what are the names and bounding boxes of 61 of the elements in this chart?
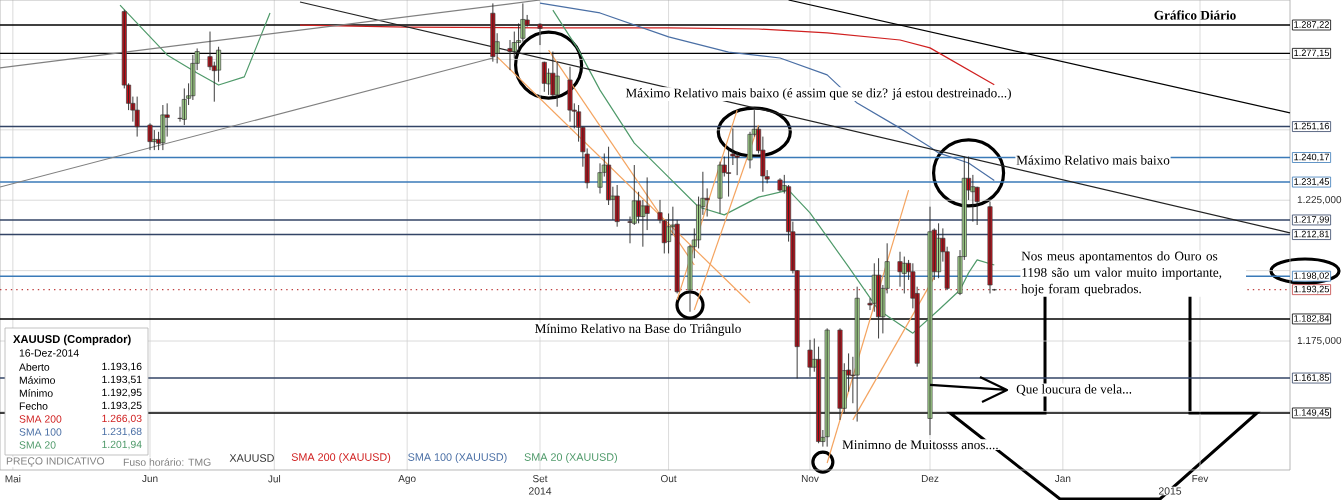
- text: SMA 200 (XAUUSD): [291, 452, 391, 464]
- text: 2014: [528, 487, 552, 495]
- ref-line-label: 1.149,45: [1294, 409, 1330, 417]
- candlestick: [824, 327, 830, 448]
- ref-line-label: 1.161,85: [1294, 374, 1330, 382]
- annotation: XAUUSD (Comprador): [13, 334, 131, 346]
- annotation: SMA 20: [19, 441, 56, 449]
- x-tick-label: Ago: [398, 475, 416, 485]
- ref-line-label: 1.240,17: [1294, 153, 1329, 162]
- x-tick-label: Out: [660, 475, 677, 483]
- text: SMA 20 (XAUUSD): [524, 452, 617, 464]
- candlestick: [134, 96, 140, 138]
- annotation: Que loucura de vela...: [1016, 384, 1132, 396]
- x-tick-label: Set: [532, 475, 548, 483]
- annotation: 1.193,25: [102, 401, 142, 411]
- annotation: SMA 100: [19, 428, 62, 436]
- annotation: Mínimo: [19, 389, 53, 397]
- annotation: 1.193,51: [102, 375, 142, 385]
- ref-line-label: 1.212,81: [1294, 230, 1329, 239]
- y-tick-label: 1.175,000: [1297, 336, 1342, 346]
- text: Gráfico Diário: [1154, 10, 1236, 20]
- text: XAUUSD: [229, 454, 274, 462]
- x-tick-label: Jun: [142, 475, 158, 483]
- candlestick: [614, 184, 620, 228]
- line-series: [299, 24, 995, 86]
- annotation: PREÇO INDICATIVO: [6, 457, 105, 467]
- annotation: Máximo Relativo mais baixo (é assim que se diz? já estou destreinado...): [625, 88, 1011, 101]
- x-tick-label: Mai: [5, 475, 21, 483]
- ref-line-label: 1.198,02: [1294, 272, 1329, 280]
- annotation: 1.192,95: [102, 388, 142, 398]
- annotation: Fecho: [19, 402, 48, 410]
- ref-line-label: 1.182,84: [1294, 315, 1330, 323]
- x-tick-label: Jan: [1054, 475, 1071, 483]
- x-tick-label: Jul: [268, 475, 281, 483]
- annotation: Máximo: [19, 376, 55, 384]
- candlestick: [854, 286, 860, 423]
- annotation: 1.201,94: [102, 440, 142, 450]
- annotation: Minimno de Muitosss anos....: [842, 439, 998, 450]
- x-tick-label: Fev: [1192, 475, 1209, 483]
- candlestick: [726, 149, 732, 198]
- annotation: SMA 200: [19, 415, 62, 423]
- ref-line-label: 1.217,99: [1294, 216, 1329, 224]
- annotation: 1.266,03: [102, 414, 142, 424]
- annotation: 1.193,16: [102, 362, 142, 372]
- text: SMA 100 (XAUUSD): [408, 452, 507, 464]
- ref-line-label: 1.231,45: [1294, 178, 1330, 186]
- y-tick-label: 1.225,000: [1297, 196, 1342, 205]
- text: 2015: [1158, 487, 1182, 495]
- x-tick-label: Nov: [801, 475, 819, 483]
- ref-line-label: 1.287,22: [1294, 21, 1329, 29]
- ref-line-label: 1.251,16: [1294, 122, 1329, 131]
- annotation: Nos meus apontamentos do Ouro os 1198 são um valor muito importante, hoje foram quebrados.: [1021, 251, 1222, 296]
- annotation: 16-Dez-2014: [19, 349, 79, 357]
- annotation: Máximo Relativo mais baixo: [1016, 155, 1170, 165]
- ref-line-label: 1.277,15: [1294, 49, 1330, 58]
- ref-line-label: 1.193,25: [1294, 285, 1330, 294]
- annotation: Aberto: [19, 363, 50, 371]
- x-tick-label: Dez: [921, 475, 939, 483]
- annotation: Fuso horário: TMG: [123, 458, 211, 466]
- annotation: 1.231,68: [102, 427, 142, 437]
- annotation: Mínimo Relativo na Base do Triângulo: [535, 323, 741, 336]
